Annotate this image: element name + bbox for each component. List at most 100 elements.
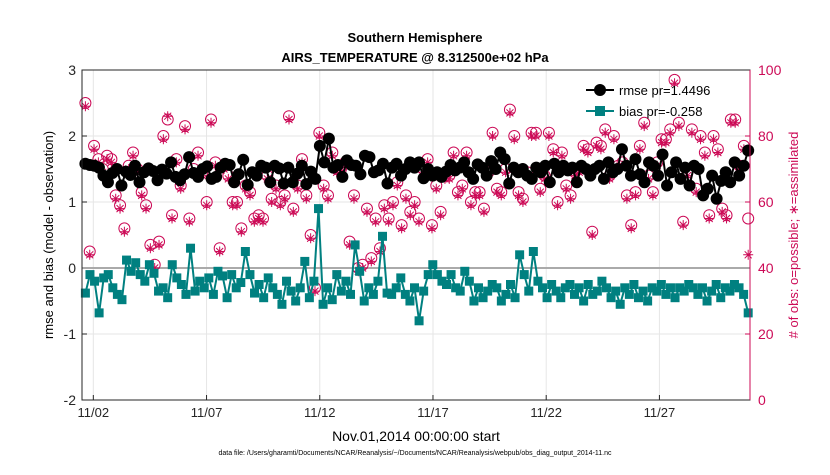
bias-point [592, 286, 602, 296]
assimilated-obs-marker [370, 216, 381, 227]
y-left-tick-label: -2 [64, 392, 77, 408]
bias-point [442, 280, 452, 289]
rmse-point [652, 169, 665, 182]
rmse-point [101, 176, 114, 189]
assimilated-obs-marker [704, 213, 715, 224]
assimilated-obs-marker [591, 140, 602, 151]
bias-point [597, 276, 607, 286]
rmse-point [480, 169, 493, 182]
bias-point [542, 293, 552, 303]
assimilated-obs-marker [444, 173, 455, 184]
bias-point [250, 288, 260, 298]
rmse-point [615, 143, 628, 156]
y-right-axis-ticks: 0 20 40 60 80 100 [745, 62, 782, 408]
bias-point [474, 283, 484, 293]
assimilated-obs-marker [712, 147, 723, 158]
y-left-tick-label: 0 [68, 260, 76, 276]
assimilated-obs-marker [214, 246, 225, 257]
assimilated-obs-marker [344, 239, 355, 250]
assimilated-obs-marker [639, 121, 650, 132]
bias-point [515, 250, 525, 260]
legend: rmse pr=1.4496 bias pr=-0.258 [586, 83, 710, 119]
rmse-point [160, 167, 173, 180]
bias-point [729, 280, 739, 289]
bias-point [208, 289, 218, 299]
assimilated-obs-marker [288, 206, 299, 217]
bias-point [547, 280, 557, 289]
bias-point [99, 273, 109, 283]
assimilated-obs-marker [500, 167, 511, 178]
assimilated-obs-marker [431, 183, 442, 194]
bias-point [222, 293, 232, 303]
y-left-axis-label: rmse and bias (model - observation) [41, 131, 56, 339]
assimilated-obs-marker [530, 131, 541, 141]
assimilated-obs-marker [167, 213, 178, 224]
rmse-point [543, 176, 556, 189]
rmse-point [724, 176, 737, 189]
bias-point [629, 280, 639, 289]
bias-point [158, 283, 168, 293]
bias-point [711, 280, 721, 289]
assimilated-obs-marker [136, 190, 147, 201]
assimilated-obs-marker [634, 144, 645, 155]
bias-point [263, 273, 273, 283]
y-right-tick-label: 40 [758, 260, 774, 276]
bias-point [606, 293, 616, 303]
bias-point [460, 266, 470, 276]
bias-point [624, 289, 634, 299]
rmse-point [683, 179, 696, 192]
bias-point [295, 283, 305, 293]
assimilated-obs-marker [249, 216, 260, 227]
y-left-tick-label: 3 [68, 62, 76, 78]
possible-obs-marker [742, 212, 755, 225]
assimilated-obs-marker [206, 117, 217, 128]
bias-point [675, 283, 685, 293]
series-bias [80, 204, 753, 326]
assimilated-obs-marker [301, 193, 312, 204]
assimilated-obs-marker [236, 226, 247, 237]
legend-bias-label: bias pr=-0.258 [619, 104, 702, 119]
assimilated-obs-marker [149, 263, 160, 273]
rmse-point [503, 177, 516, 190]
bias-point [90, 276, 100, 286]
assimilated-obs-marker [721, 213, 732, 224]
bias-point [131, 258, 141, 268]
bias-point [181, 289, 191, 299]
bias-point [720, 283, 730, 293]
rmse-point [250, 169, 263, 182]
bias-point [579, 296, 589, 306]
rmse-point [638, 176, 651, 189]
bias-point [227, 270, 237, 280]
chart-subtitle: AIRS_TEMPERATURE @ 8.312500e+02 hPa [281, 50, 549, 65]
rmse-point [178, 168, 191, 181]
bias-point [382, 288, 392, 298]
bias-point [743, 308, 753, 318]
bias-point [707, 286, 717, 296]
assimilated-obs-marker [743, 249, 754, 260]
bias-point [615, 299, 625, 309]
bias-point [167, 260, 177, 270]
bias-point [455, 286, 465, 296]
y-left-tick-label: -1 [64, 326, 77, 342]
bias-point [277, 299, 287, 309]
x-tick-label: 11/07 [191, 405, 223, 420]
assimilated-obs-marker [600, 127, 611, 138]
assimilated-obs-marker [361, 206, 372, 217]
assimilated-obs-marker [154, 239, 165, 250]
assimilated-obs-marker [578, 144, 589, 155]
assimilated-obs-marker [266, 197, 277, 207]
rmse-point [706, 169, 719, 182]
rmse-point [300, 178, 313, 191]
bias-point [85, 270, 95, 280]
bias-point [588, 289, 598, 299]
bias-point [154, 286, 164, 296]
bias-point [565, 280, 575, 289]
bias-point [336, 286, 346, 296]
assimilated-obs-marker [387, 200, 398, 211]
y-right-axis-label: # of obs: o=possible; ∗=assimilated [786, 132, 801, 339]
bias-point [501, 289, 511, 299]
bias-point [574, 283, 584, 293]
assimilated-obs-marker [193, 150, 204, 161]
bias-point [478, 293, 488, 303]
